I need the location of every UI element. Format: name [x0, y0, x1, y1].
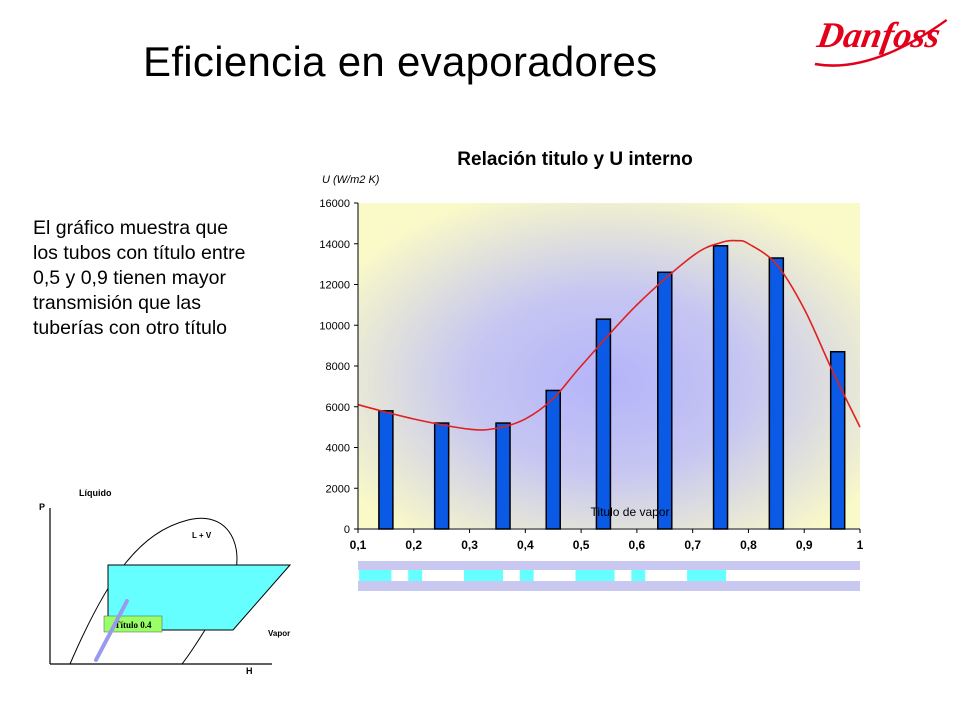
strip-segment — [408, 570, 423, 581]
bar — [768, 257, 785, 530]
x-tick-label: 0,1 — [350, 538, 367, 552]
x-tick-label: 0,2 — [405, 538, 422, 552]
bar — [433, 422, 450, 530]
y-tick-label: 6000 — [326, 402, 350, 414]
logo-swoosh-path — [814, 19, 948, 67]
evaporation-region — [107, 564, 292, 631]
y-tick-label: 16000 — [319, 198, 350, 210]
description-line: los tubos con título entre — [33, 242, 246, 264]
strip-segment — [575, 570, 615, 581]
quality-line — [94, 599, 129, 662]
strip-segment — [359, 570, 392, 581]
y-axis-label: U (W/m2 K) — [322, 174, 380, 186]
y-tick-label: 14000 — [319, 239, 350, 251]
bar — [657, 271, 673, 530]
phase-diagram: P H Líquido Vapor L + V Título 0.4 — [39, 488, 292, 676]
x-tick-label: 0,7 — [684, 538, 701, 552]
strip-segment — [687, 570, 727, 581]
description-line: 0,5 y 0,9 tienen mayor — [33, 267, 226, 289]
logo-swoosh — [814, 19, 948, 67]
y-tick-label: 12000 — [319, 280, 350, 292]
bar — [378, 410, 394, 530]
slide-title: Eficiencia en evaporadores — [143, 38, 658, 85]
vapor-label: Vapor — [268, 629, 290, 638]
strip-segment — [631, 570, 646, 581]
strip-segment — [463, 570, 504, 581]
strip-segment — [519, 570, 534, 581]
bar — [595, 318, 612, 530]
bar-series — [378, 245, 846, 530]
description-line: transmisión que las — [33, 292, 201, 314]
description-line: El gráfico muestra que — [33, 217, 229, 239]
x-ticks: 0,1 0,2 0,3 0,4 0,5 0,6 0,7 0,8 0,9 1 — [350, 529, 864, 552]
description-line: tuberías con otro título — [33, 317, 228, 339]
x-axis-label: Titulo de vapor — [591, 505, 670, 519]
x-tick-label: 0,8 — [740, 538, 757, 552]
trend-curve — [357, 239, 861, 431]
y-tick-label: 10000 — [319, 320, 350, 332]
y-ticks: 0 2000 4000 6000 8000 10000 12000 14000 16000 — [319, 198, 358, 536]
y-tick-label: 2000 — [326, 483, 350, 495]
quality-vs-u-chart: Relación titulo y U interno U (W/m2 K) 0… — [319, 149, 864, 591]
x-tick-label: 1 — [857, 538, 864, 552]
y-tick-label: 8000 — [326, 361, 350, 373]
x-tick-label: 0,6 — [629, 538, 646, 552]
chart-title: Relación titulo y U interno — [457, 149, 692, 170]
color-strips — [358, 561, 860, 591]
bar — [495, 422, 511, 530]
bar — [545, 389, 561, 530]
x-tick-label: 0,5 — [573, 538, 590, 552]
trend-line — [357, 239, 861, 431]
bar — [712, 245, 729, 530]
pressure-axis-label: P — [39, 502, 45, 512]
x-tick-label: 0,9 — [796, 538, 813, 552]
y-tick-label: 4000 — [326, 443, 350, 455]
enthalpy-axis-label: H — [246, 666, 253, 676]
liquid-label: Líquido — [79, 488, 112, 498]
y-tick-label: 0 — [344, 524, 350, 536]
description-text: El gráfico muestra que los tubos con tít… — [33, 216, 303, 341]
mix-label: L + V — [192, 531, 212, 540]
danfoss-logo: Danfoss — [814, 14, 948, 67]
x-tick-label: 0,4 — [517, 538, 534, 552]
bar — [829, 350, 846, 530]
quality-tag: Título 0.4 — [114, 620, 152, 630]
x-tick-label: 0,3 — [461, 538, 478, 552]
